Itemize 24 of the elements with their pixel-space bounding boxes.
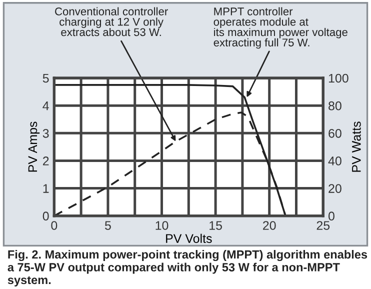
y-tick-label: 2 xyxy=(42,156,49,166)
y2-tick-label: 100 xyxy=(328,74,348,83)
y-tick-label: 1 xyxy=(43,184,49,193)
y2-tick-label: 20 xyxy=(328,184,342,193)
y2-tick-label: 0 xyxy=(328,212,334,221)
y2-axis-title: PV Watts xyxy=(352,122,361,172)
y-tick-label: 0 xyxy=(42,212,49,221)
annotation: MPPT controller operates module at its maximum power voltage extracting full 75 W. xyxy=(214,7,348,49)
y2-tick-label: 60 xyxy=(328,128,342,138)
x-tick-label: 0 xyxy=(51,221,58,230)
y-tick-label: 5 xyxy=(42,74,49,83)
y-tick-label: 3 xyxy=(42,128,49,138)
x-tick-label: 15 xyxy=(210,221,222,230)
x-tick-label: 25 xyxy=(316,221,330,230)
x-tick-label: 20 xyxy=(263,221,276,230)
x-axis-title: PV Volts xyxy=(166,234,212,243)
y2-tick-label: 80 xyxy=(328,101,342,110)
y2-tick-label: 40 xyxy=(328,156,342,166)
annotation: Conventional controller charging at 12 V only extracts about 53 W. xyxy=(55,7,168,36)
x-tick-label: 5 xyxy=(104,221,111,230)
y-axis-title: PV Amps xyxy=(28,122,40,172)
x-tick-label: 10 xyxy=(156,221,168,230)
y-tick-label: 4 xyxy=(42,102,49,110)
caption: Fig. 2. Maximum power-point tracking (MPPT) algorithm enables a 75-W PV output compared with only 53 W for a non-MPPT system. xyxy=(8,250,368,286)
